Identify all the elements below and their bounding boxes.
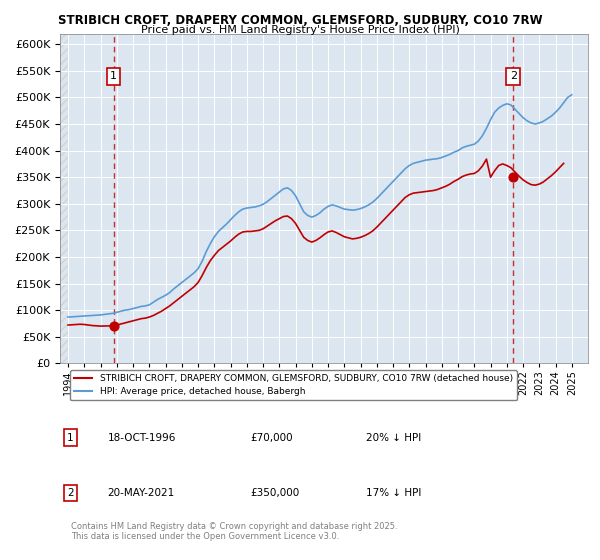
Text: 17% ↓ HPI: 17% ↓ HPI	[366, 488, 422, 498]
Text: 1: 1	[67, 432, 74, 442]
Text: STRIBICH CROFT, DRAPERY COMMON, GLEMSFORD, SUDBURY, CO10 7RW: STRIBICH CROFT, DRAPERY COMMON, GLEMSFOR…	[58, 14, 542, 27]
Point	[109, 321, 118, 330]
Text: 2: 2	[67, 488, 74, 498]
Text: 20% ↓ HPI: 20% ↓ HPI	[366, 432, 421, 442]
Text: Price paid vs. HM Land Registry's House Price Index (HPI): Price paid vs. HM Land Registry's House …	[140, 25, 460, 35]
Legend: STRIBICH CROFT, DRAPERY COMMON, GLEMSFORD, SUDBURY, CO10 7RW (detached house), H: STRIBICH CROFT, DRAPERY COMMON, GLEMSFOR…	[70, 370, 517, 400]
Text: £70,000: £70,000	[250, 432, 293, 442]
Text: 1: 1	[110, 72, 117, 81]
Text: Contains HM Land Registry data © Crown copyright and database right 2025.
This d: Contains HM Land Registry data © Crown c…	[71, 522, 397, 542]
Text: 2: 2	[510, 72, 517, 81]
Text: 20-MAY-2021: 20-MAY-2021	[107, 488, 175, 498]
Text: £350,000: £350,000	[250, 488, 299, 498]
Point	[508, 172, 518, 181]
Text: 18-OCT-1996: 18-OCT-1996	[107, 432, 176, 442]
